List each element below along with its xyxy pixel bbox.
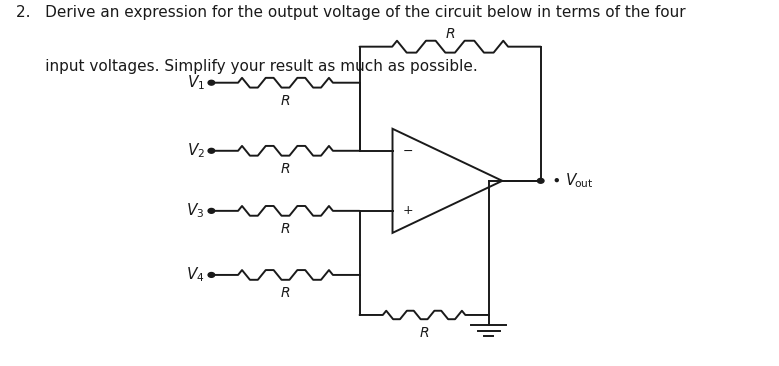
Text: $R$: $R$: [445, 27, 455, 41]
Text: $R$: $R$: [280, 222, 291, 236]
Circle shape: [208, 209, 215, 213]
Text: $R$: $R$: [280, 286, 291, 300]
Text: $V_1$: $V_1$: [187, 73, 205, 92]
Text: $R$: $R$: [280, 162, 291, 176]
Circle shape: [538, 178, 544, 183]
Text: $+$: $+$: [403, 204, 414, 217]
Text: $-$: $-$: [403, 143, 414, 157]
Circle shape: [208, 273, 215, 277]
Text: $V_3$: $V_3$: [186, 202, 205, 220]
Text: 2.   Derive an expression for the output voltage of the circuit below in terms o: 2. Derive an expression for the output v…: [16, 5, 686, 20]
Text: $V_4$: $V_4$: [186, 266, 205, 284]
Circle shape: [208, 148, 215, 153]
Text: $\bullet\ V_{\!\mathrm{out}}$: $\bullet\ V_{\!\mathrm{out}}$: [551, 172, 593, 190]
Text: $V_2$: $V_2$: [187, 141, 205, 160]
Text: $R$: $R$: [419, 326, 429, 340]
Circle shape: [208, 80, 215, 85]
Text: $R$: $R$: [280, 94, 291, 108]
Text: input voltages. Simplify your result as much as possible.: input voltages. Simplify your result as …: [16, 59, 478, 74]
